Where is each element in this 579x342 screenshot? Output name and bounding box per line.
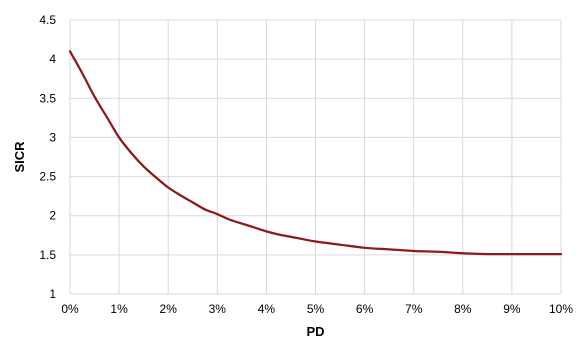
- y-tick-label: 4: [49, 52, 56, 66]
- x-tick-label: 2%: [160, 302, 178, 316]
- y-tick-label: 3.5: [39, 91, 56, 105]
- y-tick-label: 2.5: [39, 170, 56, 184]
- y-tick-label: 1: [49, 287, 56, 301]
- x-tick-label: 3%: [209, 302, 227, 316]
- x-tick-label: 7%: [405, 302, 423, 316]
- series-line-sicr: [68, 50, 563, 256]
- x-tick-label: 4%: [258, 302, 276, 316]
- x-tick-label: 1%: [110, 302, 128, 316]
- x-tick-label: 6%: [356, 302, 374, 316]
- x-tick-label: 10%: [549, 302, 573, 316]
- grid-layer: [69, 19, 562, 295]
- y-axis-title: SICR: [12, 141, 27, 173]
- y-axis-ticks: 1 1.5 2 2.5 3 3.5 4 4.5: [39, 13, 56, 301]
- y-tick-label: 2: [49, 209, 56, 223]
- y-tick-label: 4.5: [39, 13, 56, 27]
- series-layer: [68, 50, 563, 256]
- x-tick-label: 9%: [503, 302, 521, 316]
- x-tick-label: 0%: [61, 302, 79, 316]
- x-axis-ticks: 0% 1% 2% 3% 4% 5% 6% 7% 8% 9% 10%: [61, 302, 573, 316]
- x-axis-title: PD: [306, 324, 324, 339]
- y-tick-label: 1.5: [39, 248, 56, 262]
- x-tick-label: 8%: [454, 302, 472, 316]
- y-tick-label: 3: [49, 130, 56, 144]
- x-tick-label: 5%: [307, 302, 325, 316]
